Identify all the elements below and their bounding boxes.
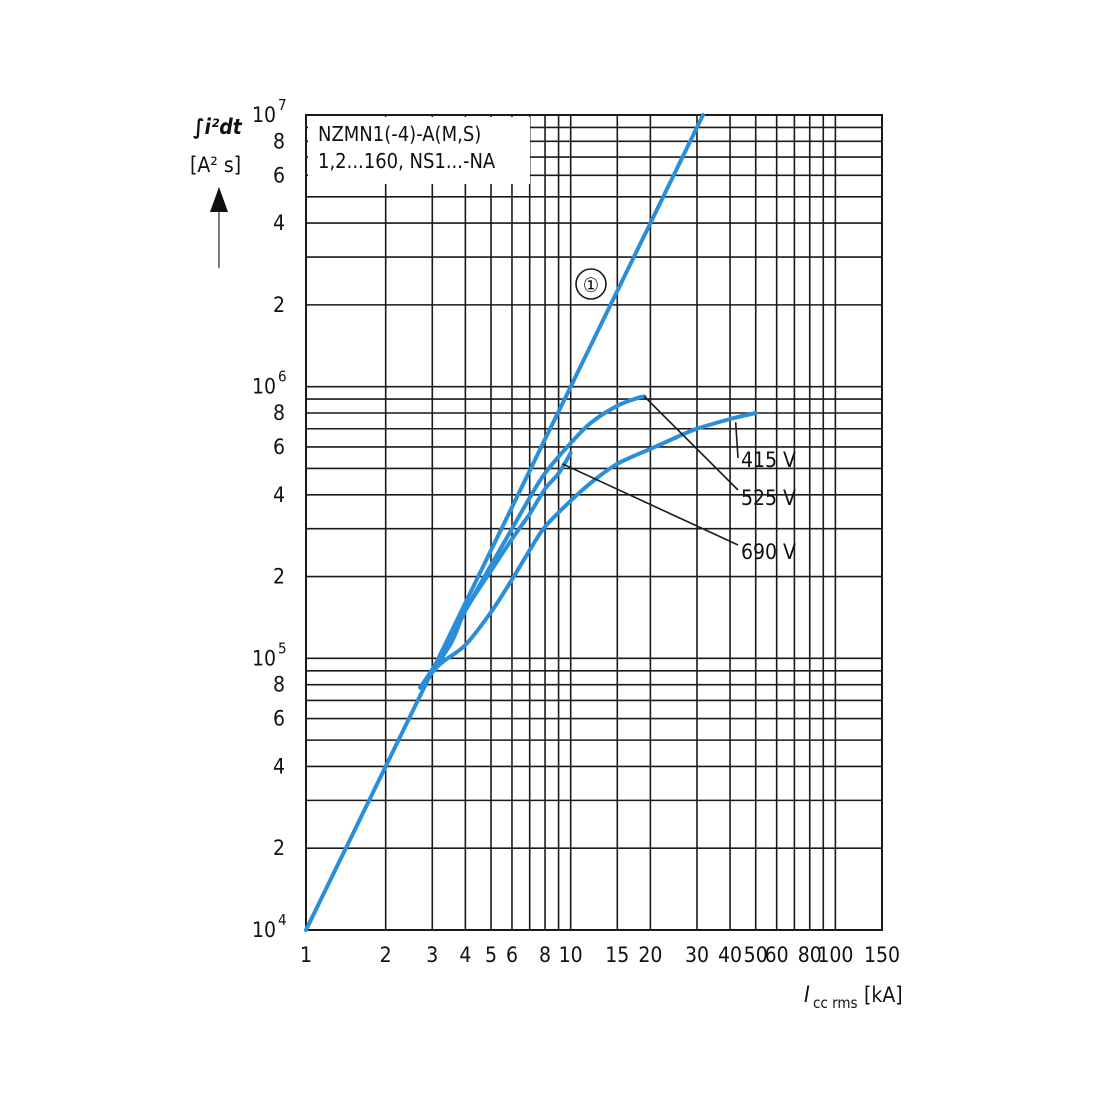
- plot-frame: [305, 114, 883, 931]
- y-tick-label-1000000: 10 6: [252, 368, 287, 399]
- series-curves: [304, 113, 758, 932]
- series-curve-1: [418, 411, 758, 690]
- horizontal-gridlines: [306, 114, 882, 931]
- y-tick-label-40000: 4: [273, 754, 285, 778]
- y-tick-label-10000: 10 4: [252, 911, 287, 942]
- series-curve-0: [304, 113, 705, 932]
- leader-690v: [562, 463, 739, 546]
- y-tick-mantissa: 2: [273, 565, 285, 589]
- y-tick-label-20000: 2: [273, 836, 285, 860]
- annotation-leaders: [562, 395, 739, 546]
- y-tick-mantissa: 4: [273, 483, 285, 507]
- y-tick-exponent: 6: [278, 368, 287, 386]
- x-tick-label-15: 15: [605, 943, 629, 967]
- y-tick-label-80000: 8: [273, 673, 285, 697]
- y-tick-mantissa: 10: [252, 918, 276, 942]
- x-tick-label-150: 150: [864, 943, 900, 967]
- y-tick-label-400000: 4: [273, 483, 285, 507]
- vertical-gridlines: [305, 115, 883, 930]
- x-tick-label-20: 20: [638, 943, 662, 967]
- y-tick-exponent: 5: [278, 639, 287, 657]
- y-tick-mantissa: 6: [273, 435, 285, 459]
- up-arrow-icon: [210, 187, 228, 268]
- y-tick-label-200000: 2: [273, 565, 285, 589]
- annotation-415v: 415 V: [741, 448, 796, 472]
- y-tick-mantissa: 2: [273, 293, 285, 317]
- x-tick-label-100: 100: [817, 943, 853, 967]
- y-tick-mantissa: 2: [273, 836, 285, 860]
- y-tick-mantissa: 4: [273, 754, 285, 778]
- series-curve-3: [418, 451, 573, 690]
- annotation-690v: 690 V: [741, 540, 796, 564]
- y-tick-label-4000000: 4: [273, 211, 285, 235]
- y-tick-label-10000000: 10 7: [252, 96, 287, 127]
- x-axis-label-sub: cc rms: [813, 994, 858, 1012]
- x-tick-label-3: 3: [426, 943, 438, 967]
- y-tick-exponent: 4: [278, 911, 287, 929]
- y-tick-label-100000: 10 5: [252, 639, 287, 670]
- x-tick-label-5: 5: [485, 943, 497, 967]
- y-tick-label-60000: 6: [273, 707, 285, 731]
- y-tick-label-2000000: 2: [273, 293, 285, 317]
- y-axis-unit: [A² s]: [190, 153, 241, 177]
- y-tick-label-6000000: 6: [273, 163, 285, 187]
- y-tick-mantissa: 6: [273, 707, 285, 731]
- annotation-525v: 525 V: [741, 486, 796, 510]
- x-tick-label-6: 6: [506, 943, 518, 967]
- x-tick-label-40: 40: [718, 943, 742, 967]
- y-tick-exponent: 7: [278, 96, 287, 114]
- y-tick-mantissa: 10: [252, 646, 276, 670]
- chart-title-box: [308, 117, 530, 184]
- y-tick-mantissa: 8: [273, 129, 285, 153]
- x-tick-label-80: 80: [798, 943, 822, 967]
- y-tick-mantissa: 8: [273, 673, 285, 697]
- y-axis-label: ∫i²dt: [193, 115, 243, 139]
- x-tick-label-4: 4: [459, 943, 471, 967]
- x-tick-label-10: 10: [559, 943, 583, 967]
- x-tick-label-50: 50: [744, 943, 768, 967]
- y-tick-mantissa: 6: [273, 163, 285, 187]
- x-tick-label-30: 30: [685, 943, 709, 967]
- x-axis-unit: [kA]: [864, 983, 903, 1007]
- y-tick-mantissa: 4: [273, 211, 285, 235]
- annotation-circle-1: ①: [575, 268, 607, 300]
- leader-525v: [643, 395, 739, 491]
- y-tick-mantissa: 10: [252, 103, 276, 127]
- y-tick-label-600000: 6: [273, 435, 285, 459]
- y-tick-label-800000: 8: [273, 401, 285, 425]
- x-tick-label-60: 60: [765, 943, 789, 967]
- x-axis-label: I: [804, 983, 810, 1008]
- x-tick-label-2: 2: [380, 943, 392, 967]
- annotation-circle-1-label: ①: [583, 273, 599, 297]
- x-tick-label-8: 8: [539, 943, 551, 967]
- chart-subtitle: 1,2...160, NS1...-NA: [318, 149, 496, 173]
- y-tick-label-8000000: 8: [273, 129, 285, 153]
- y-tick-mantissa: 10: [252, 375, 276, 399]
- y-tick-mantissa: 8: [273, 401, 285, 425]
- chart-title: NZMN1(-4)-A(M,S): [318, 122, 481, 146]
- x-tick-label-1: 1: [300, 943, 312, 967]
- leader-415v: [734, 422, 739, 459]
